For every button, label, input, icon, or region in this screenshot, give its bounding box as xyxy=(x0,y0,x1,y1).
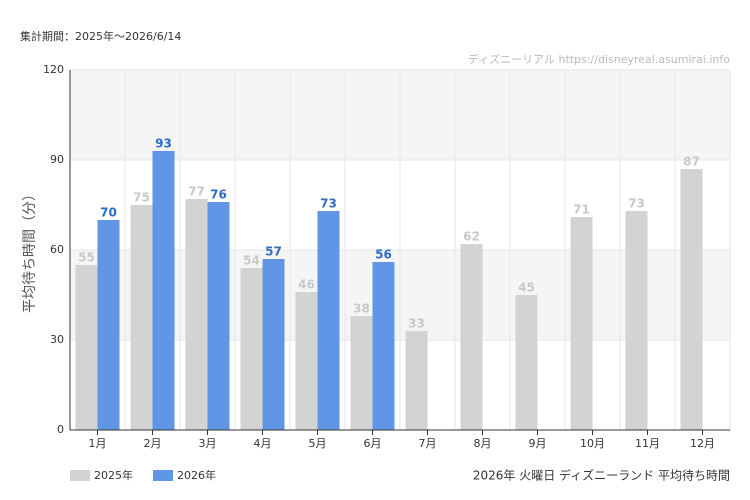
x-tick-label: 6月 xyxy=(364,437,382,450)
bar xyxy=(295,292,318,430)
value-label: 57 xyxy=(265,245,282,259)
y-axis-label: 平均待ち時間（分） xyxy=(22,187,38,313)
bar xyxy=(207,202,230,430)
bar xyxy=(75,265,98,430)
bar xyxy=(625,211,648,430)
x-tick-label: 4月 xyxy=(254,437,272,450)
bar xyxy=(515,295,538,430)
bar xyxy=(570,217,593,430)
value-label: 33 xyxy=(408,317,425,331)
legend-swatch xyxy=(153,470,173,481)
bar xyxy=(152,151,175,430)
value-label: 70 xyxy=(100,206,117,220)
value-label: 75 xyxy=(133,191,150,205)
x-tick-label: 5月 xyxy=(309,437,327,450)
bar xyxy=(240,268,263,430)
bar xyxy=(372,262,395,430)
legend-label: 2026年 xyxy=(177,468,216,482)
value-label: 77 xyxy=(188,185,205,199)
bar xyxy=(97,220,120,430)
bar xyxy=(460,244,483,430)
value-label: 76 xyxy=(210,188,227,202)
value-label: 56 xyxy=(375,248,392,262)
footer: 2026年 火曜日 ディズニーランド 平均待ち時間 xyxy=(473,468,730,483)
x-tick-label: 2月 xyxy=(144,437,162,450)
value-label: 54 xyxy=(243,254,260,268)
value-label: 71 xyxy=(573,203,590,217)
y-tick-label: 60 xyxy=(50,243,64,256)
bar xyxy=(317,211,340,430)
bar xyxy=(350,316,373,430)
bar xyxy=(262,259,285,430)
x-tick-label: 10月 xyxy=(580,437,605,450)
value-label: 73 xyxy=(628,197,645,211)
y-tick-label: 120 xyxy=(43,63,64,76)
value-label: 62 xyxy=(463,230,480,244)
value-label: 93 xyxy=(155,137,172,151)
legend-swatch xyxy=(70,470,90,481)
value-label: 55 xyxy=(78,251,95,265)
source: ディズニーリアル https://disneyreal.asumirai.inf… xyxy=(468,52,730,66)
x-tick-label: 3月 xyxy=(199,437,217,450)
bar xyxy=(185,199,208,430)
value-label: 87 xyxy=(683,155,700,169)
legend-label: 2025年 xyxy=(94,468,133,482)
value-label: 46 xyxy=(298,278,315,292)
x-tick-label: 11月 xyxy=(635,437,660,450)
x-tick-label: 12月 xyxy=(690,437,715,450)
x-tick-label: 8月 xyxy=(474,437,492,450)
value-label: 38 xyxy=(353,302,370,316)
x-tick-label: 7月 xyxy=(419,437,437,450)
value-label: 73 xyxy=(320,197,337,211)
y-tick-label: 30 xyxy=(50,333,64,346)
bar xyxy=(680,169,703,430)
bar xyxy=(405,331,428,430)
x-tick-label: 9月 xyxy=(529,437,547,450)
y-tick-label: 0 xyxy=(57,423,64,436)
value-label: 45 xyxy=(518,281,535,295)
bar xyxy=(130,205,153,430)
y-tick-label: 90 xyxy=(50,153,64,166)
subtitle: 集計期間：2025年～2026/6/14 xyxy=(20,29,181,43)
x-tick-label: 1月 xyxy=(89,437,107,450)
